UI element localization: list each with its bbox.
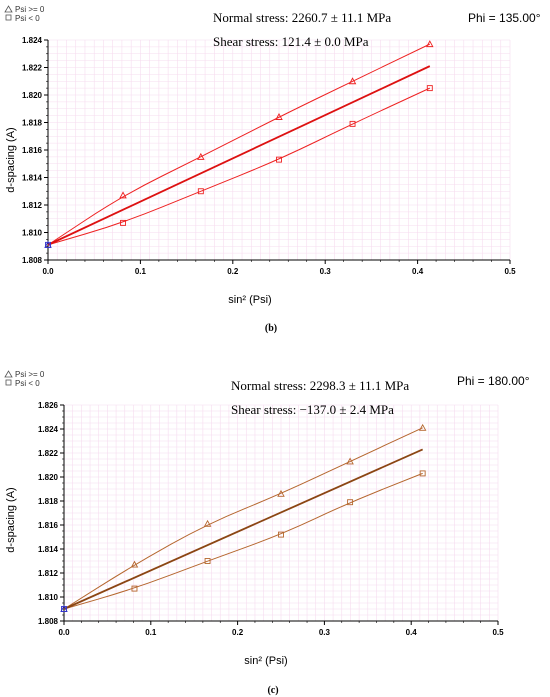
data-point-triangle [277,489,285,497]
series-curve [63,472,423,610]
data-point-triangle [203,519,212,527]
y-tick-label: 1.824 [38,425,59,434]
marks [44,40,434,248]
data-point-square [349,120,356,127]
x-tick-label: 0.4 [412,267,424,276]
y-tick-label: 1.816 [22,146,43,155]
marks [60,423,427,612]
legend-triangle-marker [4,370,13,378]
x-tick-label: 0.0 [58,628,70,637]
x-tick-label: 0.1 [145,628,157,637]
curves [47,43,431,246]
panel-label: (b) [265,323,277,334]
y-tick-label: 1.826 [38,401,59,410]
y-tick-label: 1.812 [22,201,43,210]
y-tick-label: 1.824 [22,36,43,45]
legend-entry-psi-lt-0: Psi < 0 [15,14,40,23]
normal-stress-label: Normal stress: 2298.3 ± 11.1 MPa [231,378,409,393]
data-point-square [426,85,433,92]
y-tick-label: 1.814 [22,174,43,183]
x-axis-label: sin² (Psi) [244,655,287,667]
chart-panel-c: 0.0 0.1 0.2 0.3 0.4 0.5 1.808 1.810 1.812 1.814 1.… [4,370,530,696]
x-tick-label: 0.2 [232,628,244,637]
legend-square-marker [5,14,12,21]
shear-stress-label: Shear stress: 121.4 ± 0.0 MPa [213,34,369,49]
data-point-square [45,241,51,248]
y-tick-label: 1.822 [38,449,59,458]
x-axis-label: sin² (Psi) [228,294,271,306]
y-axis-label: d-spacing (A) [5,487,17,552]
legend-entry-psi-lt-0: Psi < 0 [15,379,40,388]
x-tick-label: 0.3 [320,267,332,276]
shear-stress-label: Shear stress: −137.0 ± 2.4 MPa [231,402,394,417]
y-tick-label: 1.810 [22,229,43,238]
y-tick-label: 1.822 [22,64,43,73]
y-tick-label: 1.820 [38,473,59,482]
data-point-square [276,156,282,163]
x-tick-label: 0.5 [492,628,504,637]
series-curve [47,43,431,246]
panel-label: (c) [267,685,278,696]
y-tick-label: 1.820 [22,91,43,100]
data-point-square [204,558,211,564]
y-tick-label: 1.812 [38,569,59,578]
data-point-triangle [197,152,205,160]
fit-line [63,448,424,610]
y-tick-label: 1.818 [22,119,43,128]
data-point-triangle [275,113,283,120]
fit-line [47,65,431,246]
y-axis-label: d-spacing (A) [5,127,17,192]
x-tick-label: 0.2 [227,267,239,276]
data-point-square [197,188,204,195]
data-point-square [61,606,67,612]
y-tick-label: 1.808 [38,617,59,626]
y-tick-label: 1.810 [38,593,59,602]
data-point-square [419,470,426,477]
series-curve [63,427,423,610]
data-point-triangle [346,457,354,465]
legend-triangle-marker [4,5,13,13]
x-tick-label: 0.0 [42,267,54,276]
phi-label: Phi = 180.00° [457,374,530,388]
data-point-triangle [119,191,127,199]
curves [63,427,424,610]
data-point-square [131,585,138,592]
data-point-triangle [418,423,427,431]
y-tick-label: 1.808 [22,256,43,265]
x-tick-label: 0.4 [406,628,418,637]
data-point-square [347,499,354,506]
data-point-square [120,219,126,226]
series-curve [47,87,431,246]
x-tick-label: 0.1 [135,267,147,276]
x-tick-label: 0.5 [504,267,516,276]
y-tick-label: 1.814 [38,545,59,554]
ticks: 0.0 0.1 0.2 0.3 0.4 0.5 1.808 1.810 1.812 1.814 1.… [22,36,516,276]
phi-label: Phi = 135.00° [468,11,541,25]
legend: Psi >= 0 Psi < 0 [4,5,45,23]
legend-square-marker [5,379,12,386]
legend-entry-psi-ge-0: Psi >= 0 [15,5,45,14]
x-tick-label: 0.3 [319,628,331,637]
legend: Psi >= 0 Psi < 0 [4,370,45,388]
ticks: 0.0 0.1 0.2 0.3 0.4 0.5 1.808 1.810 1.812 1.814 1.… [38,401,504,637]
data-point-triangle [130,560,139,568]
grid [47,39,511,261]
data-point-square [278,531,284,538]
normal-stress-label: Normal stress: 2260.7 ± 11.1 MPa [213,10,391,25]
data-point-triangle [426,40,434,48]
data-point-triangle [348,77,357,85]
y-tick-label: 1.818 [38,497,59,506]
y-tick-label: 1.816 [38,521,59,530]
chart-panel-b: 0.0 0.1 0.2 0.3 0.4 0.5 1.808 1.810 1.812 1.814 1.… [4,5,541,334]
legend-entry-psi-ge-0: Psi >= 0 [15,370,45,379]
